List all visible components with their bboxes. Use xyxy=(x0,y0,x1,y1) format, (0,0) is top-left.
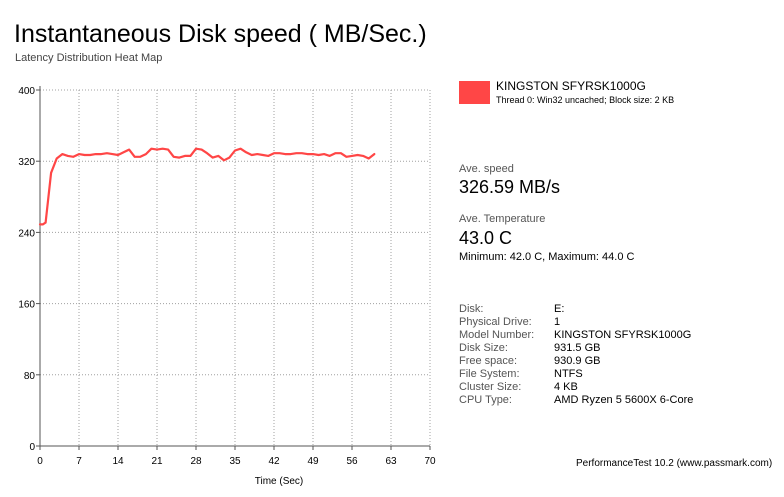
info-key: Disk: xyxy=(459,303,484,315)
y-tick-label: 400 xyxy=(18,86,35,97)
info-value: 4 KB xyxy=(554,381,578,393)
avg-temperature-label: Ave. Temperature xyxy=(459,213,546,225)
footer-credit: PerformanceTest 10.2 (www.passmark.com) xyxy=(576,458,773,469)
info-value: KINGSTON SFYRSK1000G xyxy=(554,329,692,341)
x-tick-label: 0 xyxy=(37,456,43,467)
y-tick-label: 160 xyxy=(18,300,35,311)
avg-speed-label: Ave. speed xyxy=(459,163,514,175)
x-tick-label: 14 xyxy=(112,456,124,467)
x-tick-label: 21 xyxy=(151,456,163,467)
y-tick-label: 80 xyxy=(24,371,36,382)
info-key: Disk Size: xyxy=(459,342,508,354)
info-value: 930.9 GB xyxy=(554,355,601,367)
x-tick-label: 7 xyxy=(76,456,82,467)
y-tick-label: 0 xyxy=(29,442,35,453)
x-axis-label: Time (Sec) xyxy=(255,476,304,487)
x-tick-label: 63 xyxy=(385,456,397,467)
info-key: File System: xyxy=(459,368,520,380)
info-key: Free space: xyxy=(459,355,518,367)
info-key: CPU Type: xyxy=(459,394,512,406)
chart-title: Instantaneous Disk speed ( MB/Sec.) xyxy=(14,20,427,48)
y-tick-label: 320 xyxy=(18,157,35,168)
legend-series-description: Thread 0: Win32 uncached; Block size: 2 … xyxy=(496,95,675,105)
x-tick-label: 70 xyxy=(424,456,436,467)
info-value: 931.5 GB xyxy=(554,342,601,354)
avg-temperature-value: 43.0 C xyxy=(459,228,513,248)
legend-color-swatch xyxy=(459,81,490,104)
info-value: NTFS xyxy=(554,368,583,380)
x-tick-label: 28 xyxy=(190,456,202,467)
x-tick-label: 35 xyxy=(229,456,241,467)
x-tick-label: 49 xyxy=(307,456,319,467)
chart-subtitle: Latency Distribution Heat Map xyxy=(15,52,163,64)
y-tick-label: 240 xyxy=(18,228,35,239)
info-key: Model Number: xyxy=(459,329,535,341)
info-value: AMD Ryzen 5 5600X 6-Core xyxy=(554,394,694,406)
info-key: Physical Drive: xyxy=(459,316,532,328)
temperature-min-max: Minimum: 42.0 C, Maximum: 44.0 C xyxy=(459,251,635,263)
info-key: Cluster Size: xyxy=(459,381,522,393)
info-value: 1 xyxy=(554,316,561,328)
avg-speed-value: 326.59 MB/s xyxy=(459,177,561,197)
x-tick-label: 42 xyxy=(268,456,280,467)
x-tick-label: 56 xyxy=(346,456,358,467)
series-line xyxy=(38,147,376,226)
legend-series-name: KINGSTON SFYRSK1000G xyxy=(496,79,646,93)
info-value: E: xyxy=(554,303,565,315)
